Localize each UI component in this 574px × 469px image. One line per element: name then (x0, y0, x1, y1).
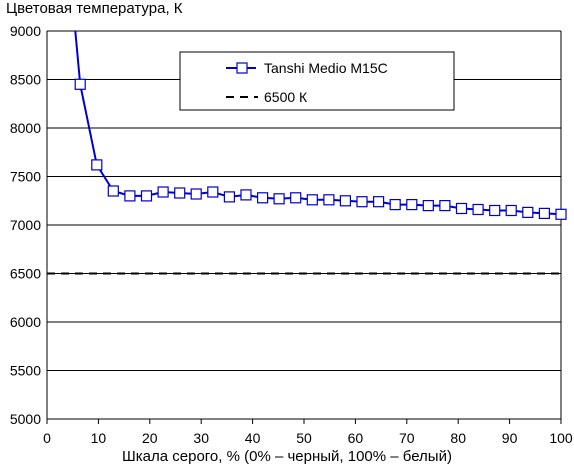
data-point (207, 186, 219, 198)
x-tick-label: 10 (91, 430, 107, 446)
x-tick-label: 70 (399, 430, 415, 446)
y-tick-label: 6000 (10, 314, 41, 330)
x-tick-label: 0 (43, 430, 51, 446)
data-point (306, 194, 318, 206)
y-tick-label: 5500 (10, 363, 41, 379)
data-point (107, 185, 119, 197)
data-point (489, 204, 501, 217)
data-point (522, 206, 534, 218)
x-tick-label: 30 (193, 430, 209, 446)
data-point (439, 200, 451, 212)
legend-marker-tanshi (236, 62, 248, 74)
data-point (406, 199, 418, 211)
data-point (190, 188, 202, 200)
series-layer (47, 30, 567, 275)
data-point (91, 159, 103, 171)
data-point (422, 200, 434, 212)
x-tick-label: 40 (245, 430, 261, 446)
legend-label-tanshi: Tanshi Medio M15C (264, 60, 388, 76)
data-point (323, 194, 335, 206)
legend-box (179, 51, 455, 111)
x-tick-label: 20 (142, 430, 158, 446)
y-tick-label: 6500 (10, 266, 41, 282)
x-axis-label: Шкала серого, % (0% – черный, 100% – бел… (122, 448, 452, 465)
legend-label-6500k: 6500 К (264, 89, 308, 105)
data-point (356, 196, 368, 208)
data-point (373, 196, 385, 208)
data-point (257, 192, 269, 204)
data-point (74, 78, 86, 90)
data-point (339, 195, 351, 207)
axes (46, 31, 562, 424)
legend: Tanshi Medio M15C 6500 К (179, 51, 455, 111)
data-point (389, 199, 401, 211)
data-point (290, 192, 302, 204)
y-tick-label: 5000 (10, 411, 41, 427)
y-tick-labels: 5000 5500 6000 6500 7000 7500 8000 8500 9000 (10, 23, 41, 427)
y-tick-label: 7500 (10, 169, 41, 185)
data-point (140, 190, 153, 202)
x-tick-label: 50 (296, 430, 312, 446)
y-axis-label: Цветовая температура, К (6, 0, 183, 17)
data-point (124, 190, 136, 202)
data-point (472, 203, 484, 216)
data-point (174, 187, 186, 199)
data-point (555, 208, 567, 220)
y-tick-label: 9000 (10, 23, 41, 39)
data-point (505, 204, 517, 217)
data-point (538, 207, 551, 219)
x-tick-label: 60 (348, 430, 364, 446)
data-point (157, 186, 169, 198)
data-point (273, 193, 285, 205)
data-point (223, 191, 235, 203)
data-point (240, 189, 252, 201)
y-tick-label: 7000 (10, 217, 41, 233)
y-tick-label: 8000 (10, 120, 41, 136)
data-point (455, 202, 468, 215)
x-tick-label: 90 (502, 430, 518, 446)
x-tick-label: 80 (450, 430, 466, 446)
y-tick-label: 8500 (10, 72, 41, 88)
x-tick-labels: 0 10 20 30 40 50 60 70 80 90 100 (43, 430, 573, 446)
x-tick-label: 100 (549, 430, 573, 446)
